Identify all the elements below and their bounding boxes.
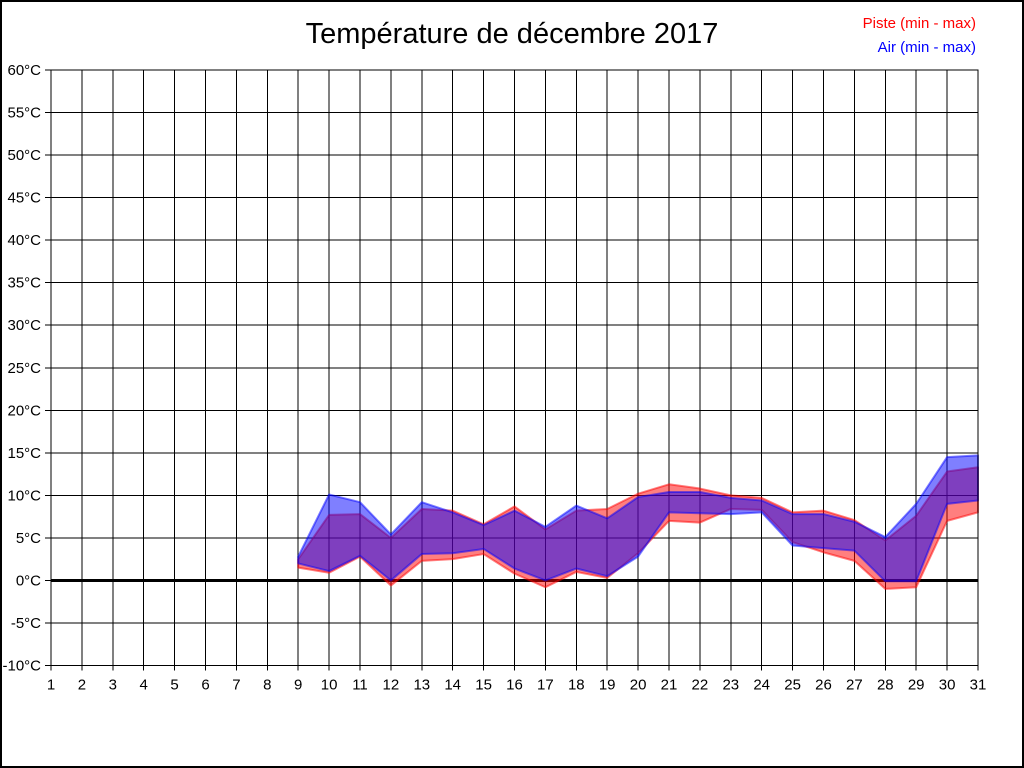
x-axis-label: 9 [294, 677, 302, 694]
y-axis-label: 25°C [7, 360, 41, 377]
y-axis-label: 60°C [7, 62, 41, 79]
x-axis-label: 22 [692, 677, 709, 694]
x-axis-label: 5 [170, 677, 178, 694]
y-axis-label: 10°C [7, 487, 41, 504]
y-axis-label: -5°C [11, 615, 41, 632]
x-axis-label: 28 [877, 677, 894, 694]
y-axis-label: 45°C [7, 190, 41, 207]
x-axis-label: 12 [383, 677, 400, 694]
y-axis-label: -10°C [2, 658, 41, 675]
x-axis-label: 2 [78, 677, 86, 694]
x-axis-label: 18 [568, 677, 585, 694]
x-axis-label: 4 [140, 677, 148, 694]
x-axis-label: 30 [939, 677, 956, 694]
x-axis-label: 16 [506, 677, 523, 694]
y-axis-label: 5°C [16, 530, 41, 547]
x-axis-label: 19 [599, 677, 616, 694]
x-axis-label: 11 [352, 677, 368, 694]
x-axis-label: 15 [475, 677, 492, 694]
legend-item-piste: Piste (min - max) [862, 15, 976, 32]
y-axis-label: 15°C [7, 445, 41, 462]
y-axis-label: 20°C [7, 402, 41, 419]
y-axis-label: 40°C [7, 232, 41, 249]
y-axis-label: 0°C [16, 572, 41, 589]
x-axis-label: 17 [537, 677, 554, 694]
x-axis-label: 26 [815, 677, 832, 694]
x-axis-label: 25 [784, 677, 801, 694]
x-axis-label: 7 [232, 677, 240, 694]
x-axis-label: 3 [109, 677, 117, 694]
x-axis-label: 13 [413, 677, 430, 694]
x-axis-label: 20 [630, 677, 647, 694]
x-axis-label: 1 [47, 677, 55, 694]
x-axis-label: 29 [908, 677, 925, 694]
x-axis-label: 14 [444, 677, 461, 694]
x-axis-label: 24 [753, 677, 770, 694]
x-axis-label: 27 [846, 677, 863, 694]
y-axis-label: 55°C [7, 105, 41, 122]
y-axis-label: 30°C [7, 317, 41, 334]
x-axis-label: 31 [970, 677, 987, 694]
x-axis-label: 10 [321, 677, 338, 694]
y-axis-label: 35°C [7, 275, 41, 292]
chart-title: Température de décembre 2017 [305, 18, 719, 50]
x-axis-label: 6 [201, 677, 209, 694]
legend: Piste (min - max) Air (min - max) [863, 12, 976, 60]
y-axis-label: 50°C [7, 147, 41, 164]
x-axis-label: 21 [661, 677, 678, 694]
x-axis-label: 23 [722, 677, 739, 694]
x-axis-label: 8 [263, 677, 271, 694]
legend-item-air: Air (min - max) [877, 39, 976, 56]
